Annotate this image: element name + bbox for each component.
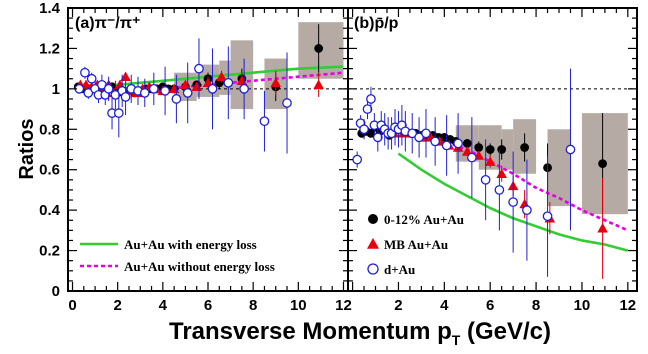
panel-p-auau_central-point-21: [485, 145, 495, 154]
panel-pi-x-tick-label: 0: [68, 297, 76, 314]
legend-layer: Au+Au with energy loss Au+Au without ener…: [80, 212, 464, 277]
panel-p-syst-box-2: [501, 129, 514, 170]
panel-p-dau-point-6: [372, 132, 383, 143]
axis-ticks-layer: 0 2 4 6 8 10 12 2 4 6 8 10 12 0 0.2 0.4 0.6 0.8 1 1.2 1.4: [39, 0, 637, 314]
panel-p-dau-point-15: [407, 128, 418, 139]
panel-pi-dau-point-16: [139, 88, 150, 98]
panel-pi-dau-point-26: [282, 98, 292, 108]
y-tick-label: 1: [52, 81, 60, 98]
panel-p-mb_auau-point-15: [597, 223, 608, 233]
panel-pi-dau-point-20: [182, 88, 193, 98]
panel-p-dau-point-0: [352, 154, 363, 165]
panel-pi-dau-point-25: [259, 116, 270, 127]
panel-pi-x-tick-label: 4: [159, 297, 168, 314]
panel-pi-dau-point-21: [194, 63, 204, 74]
panel-p-auau_central-point-19: [462, 139, 472, 148]
panel-pi-dau-point-18: [160, 86, 170, 96]
panel-p-dau-point-17: [421, 128, 431, 139]
x-axis-title-sub: T: [452, 332, 461, 348]
y-tick-label: 0: [52, 283, 60, 300]
panel-p-dau-point-19: [441, 140, 452, 151]
panel-p-dau-point-24: [508, 197, 518, 207]
panel-a-prefix: (a): [75, 15, 95, 32]
panel-p-auau_central-point-22: [497, 145, 507, 154]
panel-p-dau-point-18: [430, 136, 441, 147]
panel-b-label: (b)p̄/p: [354, 15, 399, 32]
panel-p-auau_central-point-25: [598, 159, 607, 169]
panel-pi-x-tick-label: 10: [290, 297, 307, 314]
panel-pi-mb_auau-point-19: [216, 71, 227, 81]
panel-p-x-tick-label: 4: [440, 297, 449, 314]
panel-p-x-tick-label: 12: [619, 297, 636, 314]
legend-marker-auau_central: [368, 214, 378, 224]
panel-p-dau-point-4: [366, 94, 376, 104]
legend-label-with_eloss: Au+Au with energy loss: [124, 237, 257, 252]
y-tick-label: 0.4: [39, 202, 61, 219]
panel-pi-x-tick-label: 8: [249, 297, 257, 314]
legend-label-without_eloss: Au+Au without energy loss: [124, 259, 275, 274]
panel-p-x-tick-label: 2: [394, 297, 402, 314]
panel-pi-dau-point-17: [148, 84, 159, 94]
legend-label-mb_auau: MB Au+Au: [384, 237, 448, 252]
panel-p-auau_central-point-2: [366, 128, 376, 138]
panel-p-x-tick-label: 6: [486, 297, 494, 314]
y-axis-title: Ratios: [16, 118, 38, 179]
panel-pi-mb_auau-point-8: [120, 71, 131, 81]
x-axis-title-unit: (GeV/c): [460, 318, 551, 345]
data-points-layer: [73, 24, 608, 279]
panel-p-auau_central-point-20: [474, 143, 484, 152]
panel-pi-mb_auau-point-22: [313, 79, 324, 90]
panel-pi-x-tick-label: 2: [114, 297, 122, 314]
y-tick-label: 1.2: [39, 40, 60, 57]
panel-p-dau-point-25: [522, 205, 532, 215]
panel-pi-dau-point-11: [113, 108, 124, 118]
legend-label-auau_central: 0-12% Au+Au: [384, 212, 464, 227]
panel-p-dau-point-26: [542, 211, 553, 222]
y-tick-label: 0.2: [39, 243, 60, 260]
y-tick-label: 0.6: [39, 162, 60, 179]
panel-p-dau-point-22: [480, 174, 491, 185]
panel-b-prefix: (b): [354, 15, 374, 32]
panel-pi-dau-point-1: [80, 67, 90, 78]
systematic-boxes-layer: [174, 22, 628, 215]
legend-marker-dau: [367, 263, 379, 275]
panel-b-ratio: p̄/p: [374, 15, 398, 32]
panel-p-dau-point-3: [362, 104, 373, 114]
panel-p-dau-point-23: [494, 185, 505, 195]
panel-p-dau-point-21: [467, 152, 477, 163]
panel-p-x-tick-label: 8: [532, 297, 540, 314]
legend-marker-mb_auau: [367, 238, 379, 249]
y-tick-label: 1.4: [39, 0, 61, 17]
panel-a-ratio: π⁻/π⁺: [95, 15, 141, 32]
panel-pi-dau-point-23: [223, 77, 234, 88]
panel-p-dau-point-2: [359, 124, 369, 135]
panel-pi-dau-point-8: [103, 84, 114, 94]
panel-pi-dau-point-13: [120, 92, 131, 102]
panel-pi-mb_auau-point-21: [270, 77, 282, 88]
panel-pi-dau-point-24: [239, 84, 249, 94]
legend-label-dau: d+Au: [384, 262, 415, 277]
x-axis-title: Transverse Momentum pT (GeV/c): [169, 318, 551, 348]
panel-p-x-tick-label: 10: [574, 297, 591, 314]
panel-pi-auau_central-point-24: [314, 44, 324, 53]
panel-p-dau-point-27: [565, 144, 576, 155]
panel-pi-dau-point-3: [86, 73, 97, 84]
panel-p-dau-point-16: [414, 132, 424, 143]
panel-pi-x-tick-label: 6: [204, 297, 212, 314]
panel-p-syst-box-4: [547, 129, 571, 207]
panel-pi-dau-point-22: [207, 84, 218, 94]
panel-pi-x-tick-label: 12: [335, 297, 352, 314]
panel-pi-dau-point-19: [171, 94, 182, 104]
panel-p-dau-point-20: [453, 138, 463, 149]
panel-p-mb_auau-point-10: [484, 156, 496, 166]
x-axis-title-main: Transverse Momentum p: [169, 318, 452, 345]
panel-p-auau_central-point-23: [520, 143, 530, 152]
panel-a-label: (a)π⁻/π⁺: [75, 15, 140, 32]
y-tick-label: 0.8: [39, 121, 60, 138]
